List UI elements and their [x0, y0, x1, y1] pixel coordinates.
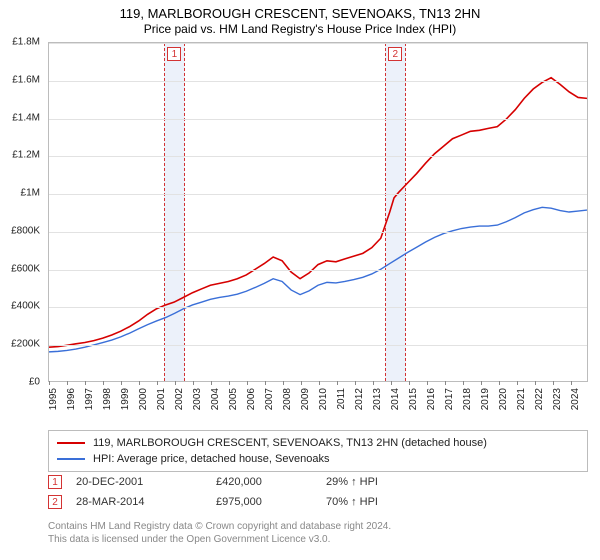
y-axis-label: £0 [29, 377, 40, 388]
legend-swatch-1 [57, 442, 85, 444]
y-axis-label: £1.8M [12, 37, 40, 48]
x-axis-label: 2023 [552, 388, 563, 410]
x-axis-labels: 1995 1996 1997 1998 1999 2000 2001 2002 2003 2004… [48, 384, 588, 428]
sale-marker-1: 1 [48, 475, 62, 489]
x-axis-label: 2000 [138, 388, 149, 410]
y-axis-label: £1.2M [12, 150, 40, 161]
legend-label-1: 119, MARLBOROUGH CRESCENT, SEVENOAKS, TN… [93, 437, 487, 449]
y-axis-label: £600K [11, 263, 40, 274]
x-axis-label: 2014 [390, 388, 401, 410]
title-block: 119, MARLBOROUGH CRESCENT, SEVENOAKS, TN… [0, 0, 600, 36]
legend-row: HPI: Average price, detached house, Seve… [57, 451, 579, 467]
chart-title: 119, MARLBOROUGH CRESCENT, SEVENOAKS, TN… [0, 6, 600, 21]
x-axis-label: 2007 [264, 388, 275, 410]
y-axis-label: £1.6M [12, 74, 40, 85]
x-axis-label: 2004 [210, 388, 221, 410]
legend-row: 119, MARLBOROUGH CRESCENT, SEVENOAKS, TN… [57, 435, 579, 451]
legend-swatch-2 [57, 458, 85, 460]
x-axis-label: 1997 [84, 388, 95, 410]
x-axis-label: 2003 [192, 388, 203, 410]
x-axis-label: 1996 [66, 388, 77, 410]
legend-box: 119, MARLBOROUGH CRESCENT, SEVENOAKS, TN… [48, 430, 588, 472]
series-line-hpi [49, 207, 587, 352]
x-axis-label: 1998 [102, 388, 113, 410]
x-axis-label: 2019 [480, 388, 491, 410]
x-axis-label: 2009 [300, 388, 311, 410]
gridline [49, 81, 587, 82]
sale-date: 28-MAR-2014 [76, 496, 216, 508]
y-axis-label: £200K [11, 339, 40, 350]
gridline [49, 43, 587, 44]
gridline [49, 345, 587, 346]
footer-line1: Contains HM Land Registry data © Crown c… [48, 520, 588, 533]
x-axis-label: 2001 [156, 388, 167, 410]
plot-area: 12 [48, 42, 588, 382]
sale-row: 2 28-MAR-2014 £975,000 70% ↑ HPI [48, 492, 588, 512]
sale-row: 1 20-DEC-2001 £420,000 29% ↑ HPI [48, 472, 588, 492]
sale-pct: 70% ↑ HPI [326, 496, 436, 508]
x-axis-label: 2017 [444, 388, 455, 410]
gridline [49, 119, 587, 120]
sale-price: £420,000 [216, 476, 326, 488]
gridline [49, 156, 587, 157]
footer-attribution: Contains HM Land Registry data © Crown c… [48, 520, 588, 546]
sale-date: 20-DEC-2001 [76, 476, 216, 488]
sale-band-label: 2 [388, 47, 402, 61]
sale-price: £975,000 [216, 496, 326, 508]
x-axis-label: 2010 [318, 388, 329, 410]
plot-svg [49, 43, 587, 381]
sale-rows: 1 20-DEC-2001 £420,000 29% ↑ HPI 2 28-MA… [48, 472, 588, 512]
sale-marker-2: 2 [48, 495, 62, 509]
x-axis-label: 2011 [336, 388, 347, 410]
x-axis-label: 2005 [228, 388, 239, 410]
x-axis-label: 2008 [282, 388, 293, 410]
x-axis-label: 2020 [498, 388, 509, 410]
chart-subtitle: Price paid vs. HM Land Registry's House … [0, 22, 600, 36]
y-axis-label: £400K [11, 301, 40, 312]
x-axis-label: 2015 [408, 388, 419, 410]
y-axis-label: £1.4M [12, 112, 40, 123]
x-axis-label: 1995 [48, 388, 59, 410]
y-axis-label: £800K [11, 225, 40, 236]
x-axis-label: 2016 [426, 388, 437, 410]
gridline [49, 232, 587, 233]
x-axis-label: 2018 [462, 388, 473, 410]
chart-container: 119, MARLBOROUGH CRESCENT, SEVENOAKS, TN… [0, 0, 600, 560]
legend-label-2: HPI: Average price, detached house, Seve… [93, 453, 329, 465]
footer-line2: This data is licensed under the Open Gov… [48, 533, 588, 546]
x-axis-label: 2012 [354, 388, 365, 410]
y-axis-labels: £0£200K£400K£600K£800K£1M£1.2M£1.4M£1.6M… [0, 42, 44, 382]
sale-band-label: 1 [167, 47, 181, 61]
x-axis-label: 1999 [120, 388, 131, 410]
x-axis-label: 2024 [570, 388, 581, 410]
y-axis-label: £1M [21, 188, 40, 199]
x-axis-label: 2002 [174, 388, 185, 410]
sale-pct: 29% ↑ HPI [326, 476, 436, 488]
x-axis-label: 2006 [246, 388, 257, 410]
gridline [49, 307, 587, 308]
gridline [49, 270, 587, 271]
gridline [49, 194, 587, 195]
x-axis-label: 2022 [534, 388, 545, 410]
x-axis-label: 2013 [372, 388, 383, 410]
x-axis-label: 2021 [516, 388, 527, 410]
